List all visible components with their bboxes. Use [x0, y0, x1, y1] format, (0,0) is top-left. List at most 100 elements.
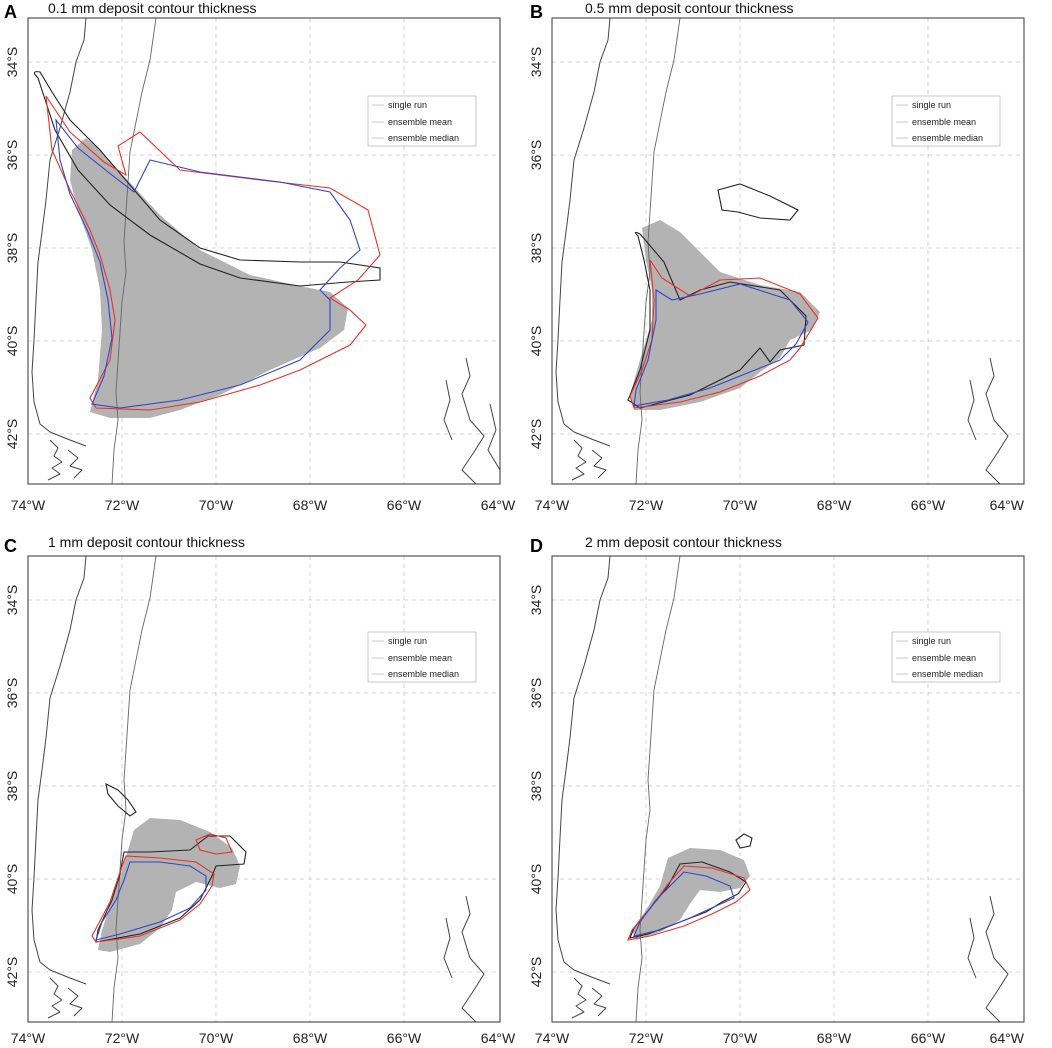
x-tick-label: 64°W: [990, 1030, 1025, 1046]
panel-d: D 2 mm deposit contour thickness: [528, 534, 1025, 1046]
gridlines: [552, 18, 1024, 484]
legend-item-ensemble-mean: ensemble mean: [912, 653, 976, 663]
map-frame: [27, 555, 501, 1023]
panel-b: B 0.5 mm deposit contour thickness: [528, 0, 1025, 513]
x-tick-label: 74°W: [11, 497, 46, 513]
ensemble-mean-contour-north: [195, 833, 233, 855]
legend-box: [367, 95, 477, 147]
y-tick-label: 34°S: [528, 585, 544, 616]
country-border: [111, 18, 157, 484]
legend-box: [891, 95, 1001, 147]
x-tick-label: 70°W: [723, 1030, 758, 1046]
legend-item-single-run: single run: [388, 636, 427, 646]
map-frame: [27, 17, 501, 485]
y-tick-label: 38°S: [528, 233, 544, 264]
ensemble-median-contour: [95, 861, 207, 941]
single-run-contour-north: [105, 783, 137, 817]
legend-item-ensemble-median: ensemble median: [388, 133, 459, 143]
panel-letter: C: [4, 536, 17, 556]
y-tick-label: 42°S: [528, 957, 544, 988]
panel-title: 1 mm deposit contour thickness: [48, 534, 245, 550]
gridlines: [28, 556, 500, 1022]
legend-item-single-run: single run: [912, 636, 951, 646]
model-contours: [91, 783, 247, 943]
y-tick-label: 36°S: [528, 678, 544, 709]
y-tick-label: 42°S: [528, 419, 544, 450]
x-tick-label: 72°W: [105, 1030, 140, 1046]
model-contours: [627, 833, 753, 941]
legend: single run ensemble mean ensemble median: [367, 631, 477, 683]
panel-letter: B: [530, 2, 543, 22]
y-tick-label: 40°S: [528, 864, 544, 895]
model-contours: [33, 71, 381, 411]
country-border: [111, 556, 157, 1022]
map-area: [28, 18, 500, 484]
legend-item-ensemble-mean: ensemble mean: [388, 653, 452, 663]
y-axis-ticks: 34°S 36°S 38°S 40°S 42°S: [528, 585, 544, 988]
x-tick-label: 74°W: [11, 1030, 46, 1046]
y-tick-label: 42°S: [4, 957, 20, 988]
y-tick-label: 38°S: [4, 233, 20, 264]
map-area: [28, 556, 500, 1022]
ensemble-median-contour: [55, 118, 361, 409]
x-tick-label: 64°W: [481, 1030, 516, 1046]
x-tick-label: 70°W: [199, 497, 234, 513]
x-tick-label: 66°W: [911, 497, 946, 513]
x-tick-label: 66°W: [911, 1030, 946, 1046]
y-tick-label: 40°S: [4, 864, 20, 895]
map-area: [552, 18, 1024, 484]
panel-title: 0.5 mm deposit contour thickness: [585, 0, 794, 16]
y-axis-ticks: 34°S 36°S 38°S 40°S 42°S: [4, 47, 20, 450]
country-border: [635, 556, 681, 1022]
ensemble-mean-contour: [45, 95, 381, 411]
coastline: [31, 18, 500, 484]
gridlines: [552, 556, 1024, 1022]
y-tick-label: 38°S: [4, 771, 20, 802]
legend-box: [891, 631, 1001, 683]
panel-a: A 0.1 mm deposit contour thickness: [4, 0, 516, 513]
y-tick-label: 36°S: [4, 140, 20, 171]
x-tick-label: 68°W: [817, 497, 852, 513]
x-tick-label: 66°W: [387, 1030, 422, 1046]
y-tick-label: 34°S: [4, 47, 20, 78]
x-tick-label: 64°W: [990, 497, 1025, 513]
y-tick-label: 38°S: [528, 771, 544, 802]
observed-deposit: [70, 138, 348, 418]
x-tick-label: 68°W: [293, 1030, 328, 1046]
x-tick-label: 74°W: [535, 1030, 570, 1046]
y-tick-label: 42°S: [4, 419, 20, 450]
coastline: [555, 18, 1009, 484]
legend-item-single-run: single run: [388, 100, 427, 110]
x-axis-ticks: 74°W 72°W 70°W 68°W 66°W 64°W: [535, 497, 1025, 513]
ensemble-mean-contour: [629, 259, 819, 409]
x-tick-label: 68°W: [817, 1030, 852, 1046]
y-tick-label: 34°S: [4, 585, 20, 616]
x-tick-label: 66°W: [387, 497, 422, 513]
x-tick-label: 70°W: [723, 497, 758, 513]
legend-item-single-run: single run: [912, 100, 951, 110]
y-axis-ticks: 34°S 36°S 38°S 40°S 42°S: [528, 47, 544, 450]
x-tick-label: 64°W: [481, 497, 516, 513]
legend-box: [367, 631, 477, 683]
legend-item-ensemble-mean: ensemble mean: [912, 117, 976, 127]
single-run-contour-north: [735, 833, 753, 849]
coastline: [31, 556, 485, 1022]
legend-item-ensemble-median: ensemble median: [388, 669, 459, 679]
y-tick-label: 40°S: [528, 326, 544, 357]
y-tick-label: 36°S: [528, 140, 544, 171]
legend: single run ensemble mean ensemble median: [367, 95, 477, 147]
panel-title: 0.1 mm deposit contour thickness: [48, 0, 257, 16]
x-tick-label: 72°W: [629, 1030, 664, 1046]
x-axis-ticks: 74°W 72°W 70°W 68°W 66°W 64°W: [11, 1030, 516, 1046]
y-tick-label: 40°S: [4, 326, 20, 357]
x-tick-label: 68°W: [293, 497, 328, 513]
map-area: [552, 556, 1024, 1022]
y-tick-label: 36°S: [4, 678, 20, 709]
legend: single run ensemble mean ensemble median: [891, 631, 1001, 683]
single-run-contour-island: [717, 183, 799, 221]
legend-item-ensemble-mean: ensemble mean: [388, 117, 452, 127]
panel-c: C 1 mm deposit contour thickness: [4, 534, 516, 1046]
country-border: [635, 18, 681, 484]
x-tick-label: 70°W: [199, 1030, 234, 1046]
